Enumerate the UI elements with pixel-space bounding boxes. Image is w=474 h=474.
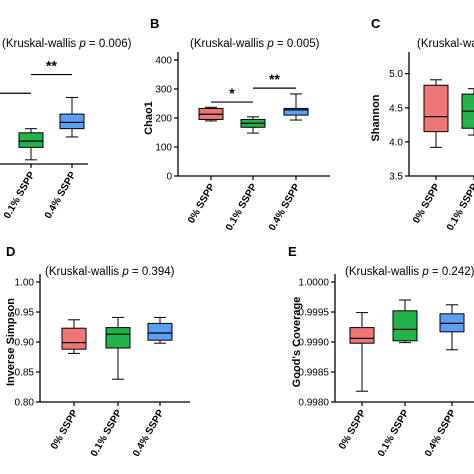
x-tick-label: 0.1% SSPP bbox=[224, 182, 260, 233]
y-tick-label: 100 bbox=[155, 143, 172, 154]
box-rect bbox=[105, 327, 131, 349]
x-tick-label: 0% SSPP bbox=[337, 408, 369, 452]
box-1 bbox=[105, 316, 131, 380]
y-tick-label: 1.0000 bbox=[298, 278, 329, 289]
box-1 bbox=[240, 116, 266, 134]
x-tick-label: 0.4% SSPP bbox=[131, 408, 167, 459]
box-1 bbox=[392, 299, 418, 344]
title-prefix: (Kruskal-wallis bbox=[45, 266, 122, 278]
chart-title: (Kruskal-wallis p = 0.005) bbox=[190, 38, 320, 50]
x-tick-label: 0% SSPP bbox=[411, 182, 443, 226]
y-tick-label: 0.95 bbox=[15, 308, 35, 319]
x-tick-label: 0.1% SSPP bbox=[445, 182, 474, 233]
y-tick-label: 0 bbox=[166, 172, 172, 183]
y-tick-label: 4.0 bbox=[389, 137, 403, 148]
box-rect bbox=[61, 327, 87, 350]
y-tick-label: 5.0 bbox=[389, 69, 403, 80]
sig-label: ** bbox=[46, 58, 57, 74]
panel-letter: D bbox=[6, 244, 15, 259]
panel-letter: B bbox=[150, 16, 159, 31]
y-tick-label: 0.9985 bbox=[298, 368, 329, 379]
title-prefix: (Kruskal-wallis bbox=[345, 266, 422, 278]
x-tick-label: 0.4% SSPP bbox=[43, 170, 79, 221]
y-axis-label: Chao1 bbox=[143, 101, 155, 135]
title-p: p bbox=[266, 38, 274, 50]
chart-title: (Kruskal-wallis bbox=[417, 38, 474, 50]
panel-d: D (Kruskal-wallis p = 0.394) 0.80 0.85 0.90 0… bbox=[5, 244, 190, 459]
box-1 bbox=[18, 128, 44, 161]
panel-letter: E bbox=[288, 244, 297, 259]
box-2 bbox=[147, 316, 173, 344]
title-p: p bbox=[121, 266, 129, 278]
box-2 bbox=[59, 96, 85, 138]
y-tick-label: 4.5 bbox=[389, 103, 403, 114]
x-tick-label: 0% SSPP bbox=[49, 408, 81, 452]
title-suffix: = 0.005) bbox=[274, 38, 320, 50]
y-tick-label: 0.9980 bbox=[298, 398, 329, 409]
box-rect bbox=[283, 107, 309, 116]
x-tick-label: 0% SSPP bbox=[186, 182, 218, 226]
y-tick-label: 0.80 bbox=[15, 398, 35, 409]
box-rect bbox=[18, 132, 44, 148]
y-tick-label: 3.5 bbox=[389, 172, 403, 183]
box-rect bbox=[349, 327, 375, 344]
x-tick-label: 0.4% SSPP bbox=[267, 182, 303, 233]
box-0 bbox=[423, 79, 449, 148]
chart-title: (Kruskal-wallis p = 0.242) bbox=[345, 266, 474, 278]
y-tick-label: 0.9990 bbox=[298, 338, 329, 349]
title-suffix: = 0.242) bbox=[429, 266, 474, 278]
title-prefix: (Kruskal-wallis bbox=[2, 38, 79, 50]
sig-label: ** bbox=[269, 71, 280, 87]
box-rect bbox=[59, 113, 85, 130]
box-2 bbox=[283, 93, 309, 121]
box-rect bbox=[423, 84, 449, 133]
y-tick-label: 0.9995 bbox=[298, 308, 329, 319]
y-axis-label: Good's Coverage bbox=[291, 297, 303, 388]
box-0 bbox=[198, 106, 224, 122]
panel-e: E (Kruskal-wallis p = 0.242) 0.9980 0.9985 0… bbox=[288, 244, 474, 459]
panel-letter: C bbox=[371, 16, 381, 31]
sig-label: * bbox=[229, 85, 235, 101]
title-p: p bbox=[78, 38, 86, 50]
x-tick-label: 0.1% SSPP bbox=[376, 408, 412, 459]
y-axis-label: Inverse Simpson bbox=[5, 298, 17, 386]
box-0 bbox=[349, 312, 375, 392]
chart-title: (Kruskal-wallis p = 0.394) bbox=[45, 266, 175, 278]
panel-c: C (Kruskal-wallis 3.5 4.0 4.5 5.0 Shannon 0% SS… bbox=[370, 16, 474, 233]
chart-title: (Kruskal-wallis p = 0.006) bbox=[2, 38, 132, 50]
title-prefix: (Kruskal-wallis bbox=[190, 38, 267, 50]
y-tick-label: 0.90 bbox=[15, 338, 35, 349]
y-tick-label: 200 bbox=[155, 114, 172, 125]
title-suffix: = 0.006) bbox=[86, 38, 132, 50]
title-prefix: (Kruskal-wallis bbox=[417, 38, 474, 50]
x-tick-label: 0.1% SSPP bbox=[89, 408, 125, 459]
title-p: p bbox=[421, 266, 429, 278]
x-tick-label: 0.1% SSPP bbox=[2, 170, 38, 221]
box-rect bbox=[392, 310, 418, 342]
y-tick-label: 0.85 bbox=[15, 368, 35, 379]
panel-b: B (Kruskal-wallis p = 0.005) 0 100 200 300 400… bbox=[143, 16, 330, 233]
y-axis-label: Shannon bbox=[370, 94, 382, 141]
y-tick-label: 1.00 bbox=[15, 278, 35, 289]
box-2 bbox=[439, 304, 465, 351]
y-tick-label: 300 bbox=[155, 85, 172, 96]
box-0 bbox=[61, 319, 87, 354]
box-rect bbox=[147, 322, 173, 341]
box-1 bbox=[461, 88, 474, 136]
x-tick-label: 0.4% SSPP bbox=[423, 408, 459, 459]
title-suffix: = 0.394) bbox=[129, 266, 175, 278]
y-tick-label: 400 bbox=[155, 56, 172, 67]
